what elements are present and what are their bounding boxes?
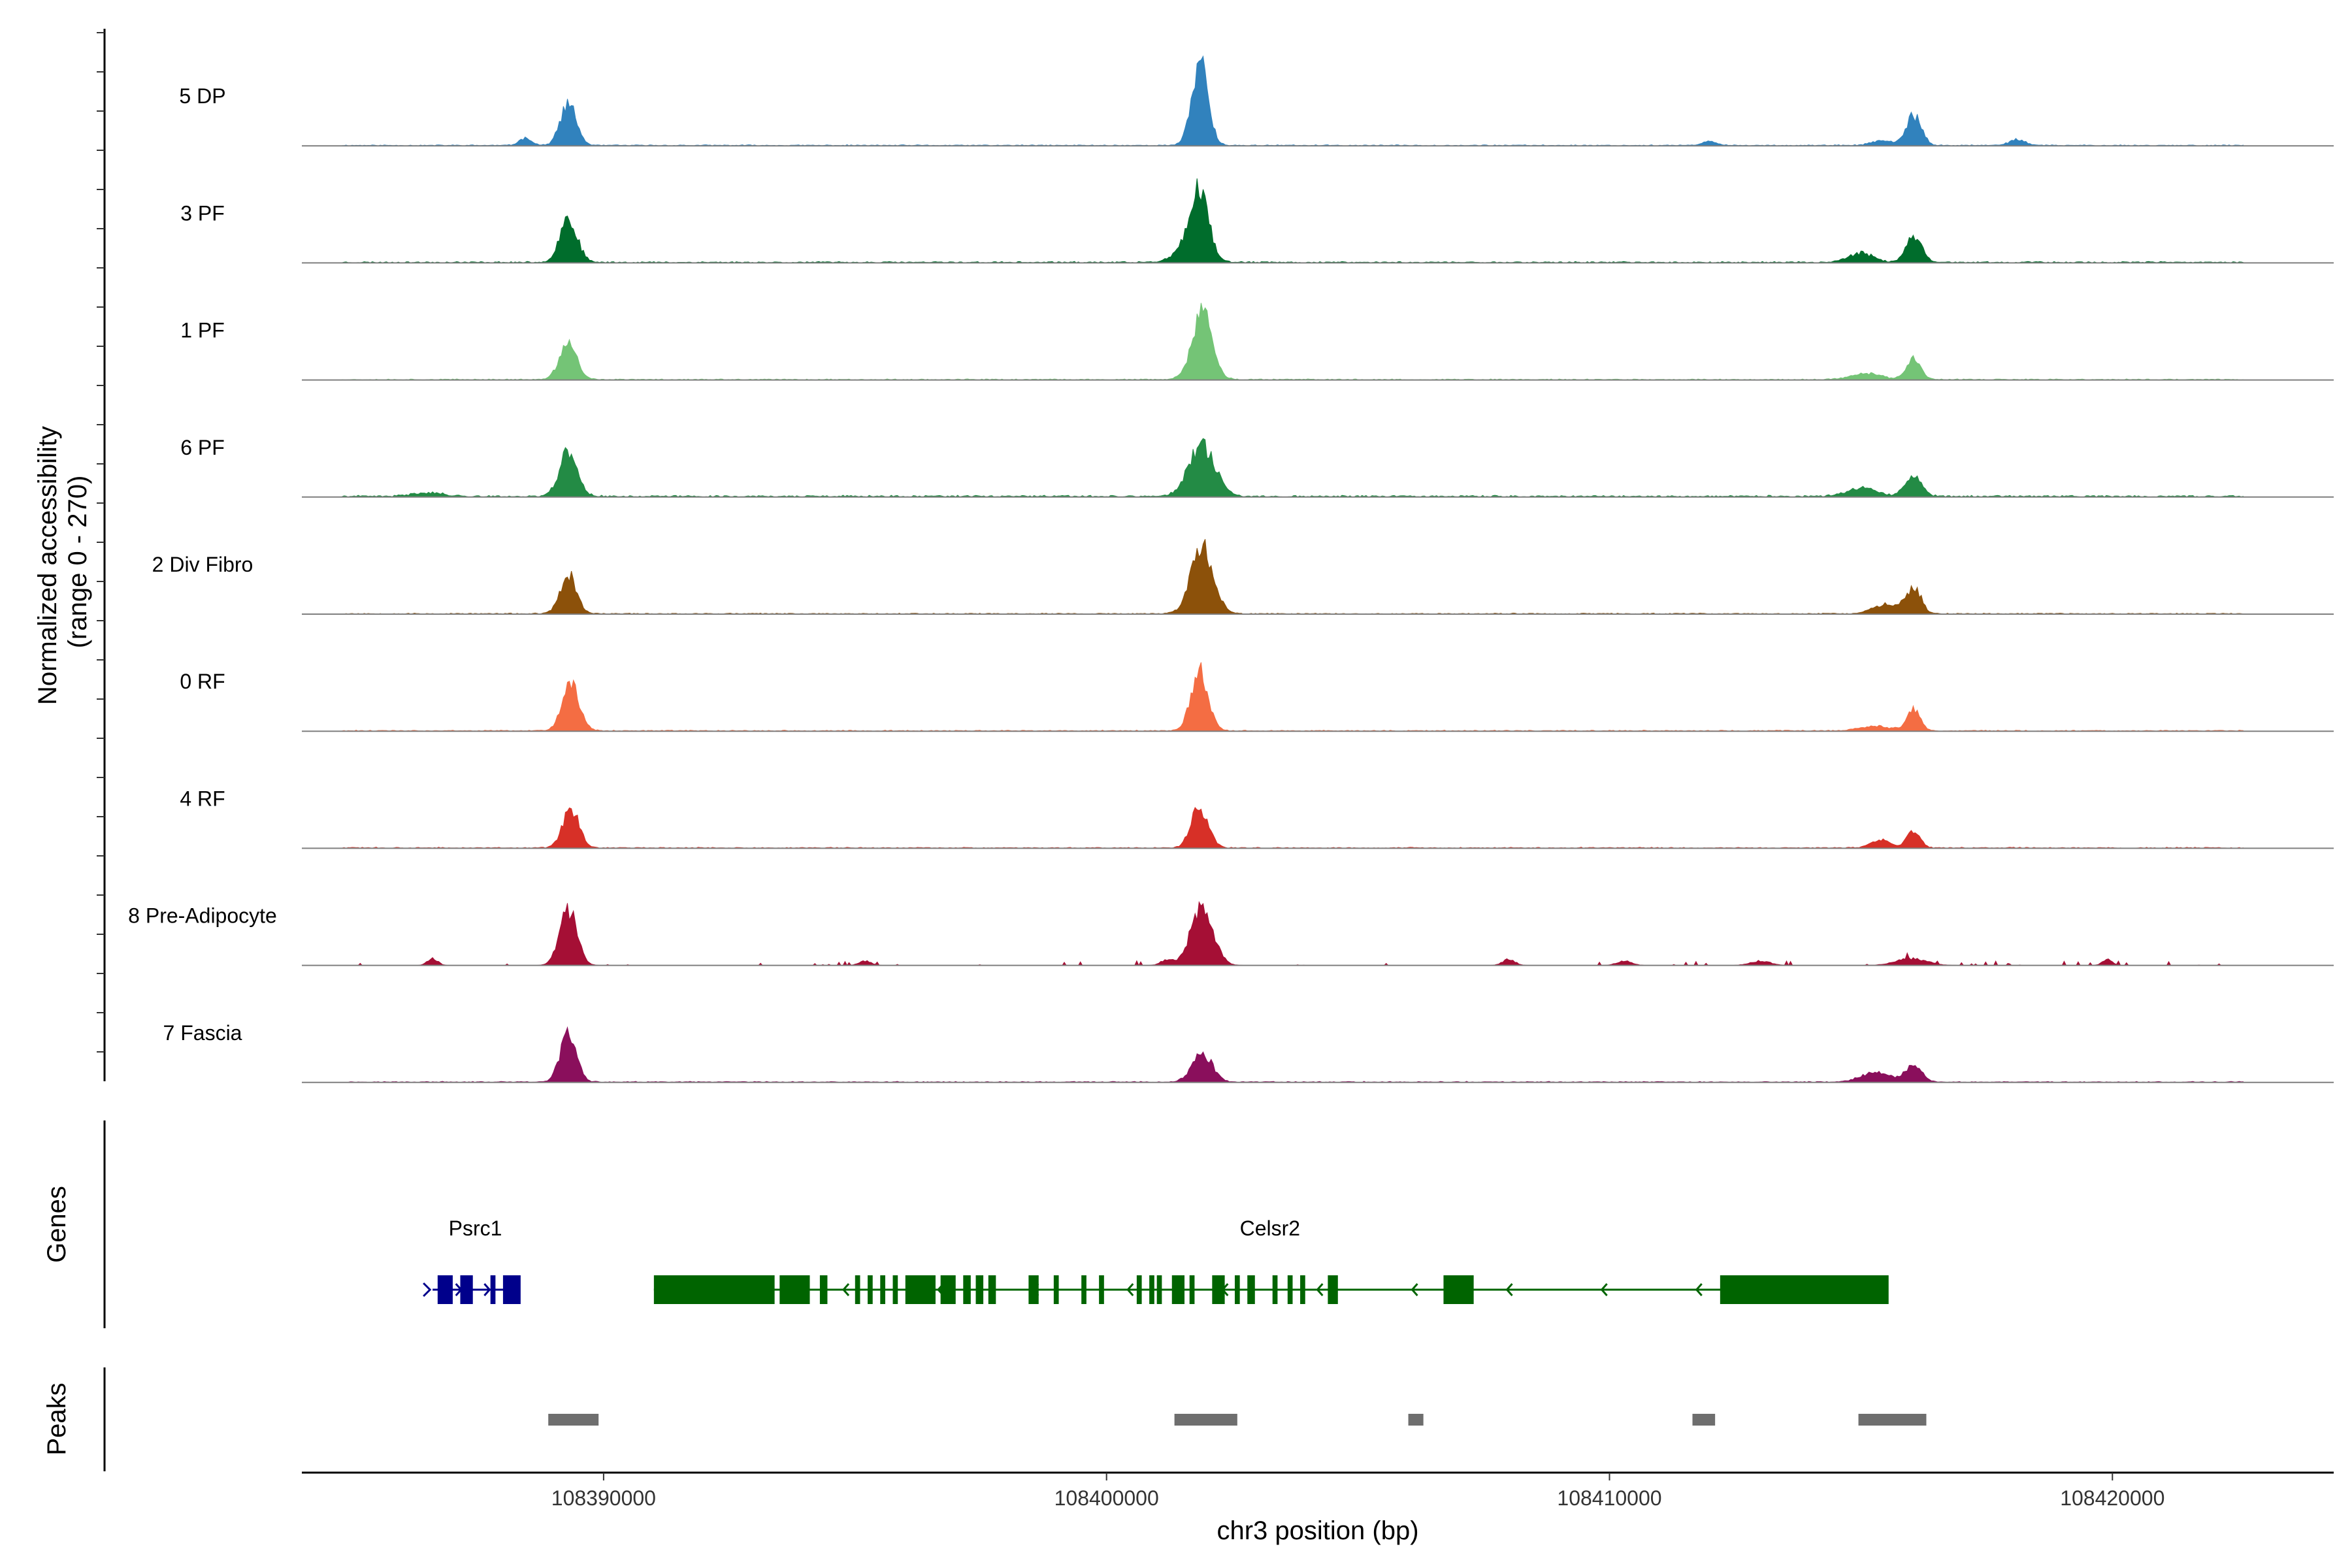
strand-arrow [1505,1283,1513,1296]
exon [1212,1275,1225,1304]
exon [1136,1275,1142,1304]
coverage-area [342,539,2244,615]
coverage-tracks: 5 DP 3 PF 1 PF 6 PF 2 Div Fibro 0 RF 4 RF 8 Pre… [128,55,2334,1083]
exon [855,1275,860,1304]
coverage-area [342,662,2244,732]
exon [779,1275,810,1304]
exon [940,1275,956,1304]
exon [1081,1275,1086,1304]
exon [1300,1275,1305,1304]
track-2-div-fibro: 2 Div Fibro [152,539,2334,615]
track-1-pf: 1 PF [180,302,2334,381]
exon [460,1275,473,1304]
exon [975,1275,984,1304]
peak-region [548,1414,599,1426]
track-label: 5 DP [179,84,225,108]
strand-arrow [1126,1283,1134,1296]
strand-arrow [1695,1283,1703,1296]
track-label: 0 RF [180,670,225,693]
track-label: 4 RF [180,787,225,810]
track-6-pf: 6 PF [180,436,2334,498]
x-axis-title: chr3 position (bp) [1217,1516,1418,1545]
track-7-fascia: 7 Fascia [163,1021,2334,1083]
track-3-pf: 3 PF [180,178,2334,264]
peak-regions [548,1414,1927,1426]
peak-region [1174,1414,1237,1426]
strand-arrow [842,1283,850,1296]
genes-panel: Genes Psrc1 Celsr2 [42,1120,1889,1328]
exon [1189,1275,1195,1304]
exon [437,1275,453,1304]
coverage-y-ticks [97,32,105,1053]
x-tick-label: 108410000 [1557,1486,1661,1510]
exon [1247,1275,1255,1304]
exon [1028,1275,1039,1304]
strand-arrow [423,1282,432,1298]
coverage-area [342,438,2244,498]
gene-celsr2: Celsr2 [653,1217,1889,1304]
x-ticks: 108390000 108400000 108410000 108420000 [551,1473,2164,1510]
exon [1156,1275,1162,1304]
coverage-area [342,178,2244,263]
track-4-rf: 4 RF [180,787,2334,849]
strand-arrow [483,1283,491,1296]
gene-label: Celsr2 [1240,1217,1300,1240]
track-label: 2 Div Fibro [152,553,253,576]
exon [819,1275,828,1304]
exon [1443,1275,1474,1304]
exon [1171,1275,1185,1304]
exon [1287,1275,1293,1304]
exon [1234,1275,1240,1304]
track-label: 8 Pre-Adipocyte [128,904,277,928]
track-label: 1 PF [180,319,225,342]
exon [1099,1275,1104,1304]
x-tick-label: 108420000 [2060,1486,2164,1510]
exon [1328,1275,1338,1304]
track-label: 3 PF [180,201,225,225]
coverage-area [342,55,2244,146]
exon [905,1275,936,1304]
exon [1053,1275,1059,1304]
gene-psrc1: Psrc1 [423,1217,521,1304]
coverage-area [342,302,2244,381]
coverage-panel: 5 DP 3 PF 1 PF 6 PF 2 Div Fibro 0 RF 4 RF 8 Pre… [97,29,2334,1083]
x-axis: 108390000 108400000 108410000 108420000 chr… [302,1471,2334,1545]
track-0-rf: 0 RF [180,662,2334,732]
x-tick-label: 108390000 [551,1486,656,1510]
exon [490,1275,496,1304]
y-axis-title-line1: Normalized accessibility [33,426,62,705]
coverage-area [342,806,2244,849]
x-tick-label: 108400000 [1054,1486,1159,1510]
peak-region [1858,1414,1927,1426]
peaks-panel-label: Peaks [42,1382,71,1455]
exon [988,1275,996,1304]
exon [892,1275,898,1304]
exon [963,1275,971,1304]
strand-arrow [1411,1283,1418,1296]
exon [502,1275,521,1304]
y-axis-title: Normalized accessibility (range 0 - 270) [33,419,92,705]
strand-arrow [1600,1283,1608,1296]
track-5-dp: 5 DP [179,55,2334,147]
exon [1272,1275,1278,1304]
y-axis-title-line2: (range 0 - 270) [63,476,92,649]
exon [653,1275,775,1304]
peak-region [1692,1414,1716,1426]
coverage-area [342,1026,2244,1083]
exon [1149,1275,1154,1304]
exon [880,1275,885,1304]
strand-arrow [1316,1283,1324,1296]
gene-models: Psrc1 Celsr2 [423,1217,1889,1304]
genes-panel-label: Genes [42,1186,71,1263]
peaks-panel: Peaks [42,1367,1927,1471]
gene-label: Psrc1 [449,1217,502,1240]
exon [868,1275,873,1304]
track-8-pre-adipocyte: 8 Pre-Adipocyte [128,901,2334,966]
track-label: 7 Fascia [163,1021,242,1045]
track-label: 6 PF [180,436,225,459]
exon [1720,1275,1889,1304]
peak-region [1408,1414,1424,1426]
coverage-area [342,901,2244,966]
